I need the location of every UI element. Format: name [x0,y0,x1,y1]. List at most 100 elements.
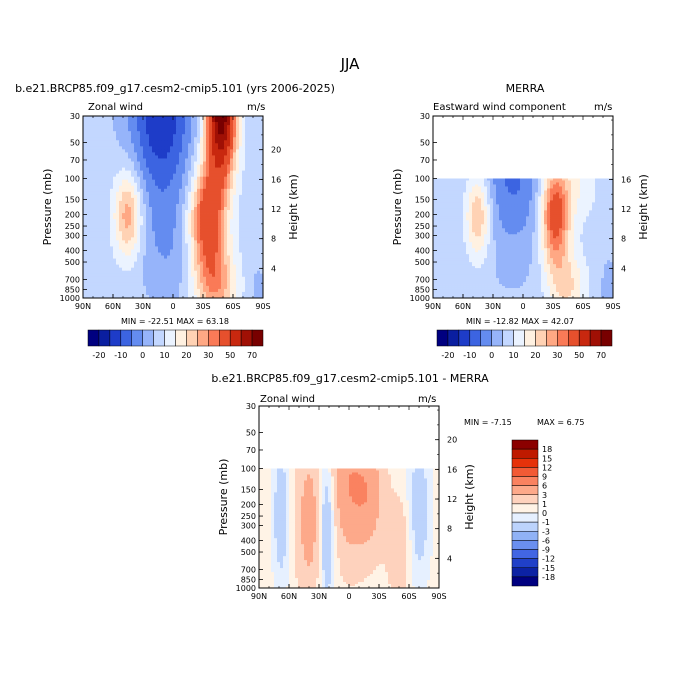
heatmap-cell [257,261,261,266]
heatmap-cell [125,119,129,123]
heatmap-cell [173,176,177,181]
heatmap-cell [194,213,198,217]
heatmap-cell [206,228,210,232]
heatmap-cell [481,190,485,193]
heatmap-cell [116,264,120,269]
heatmap-cell [188,216,192,220]
y-axis-label: Pressure (mb) [41,169,54,246]
heatmap-cell [164,116,168,120]
heatmap-cell [592,200,596,203]
heatmap-cell [233,173,237,178]
heatmap-cell [188,273,192,278]
heatmap-cell [101,264,105,269]
heatmap-cell [170,210,174,214]
heatmap-cell [209,264,213,269]
heatmap-cell [218,167,222,171]
heatmap-cell [230,213,234,217]
heatmap-cell [104,194,108,199]
heatmap-cell [580,204,584,207]
heatmap-cell [176,164,180,168]
heatmap-cell [155,200,159,205]
heatmap-cell [83,200,87,205]
heatmap-cell [107,285,111,290]
heatmap-cell [206,246,210,250]
heatmap-cell [92,134,96,138]
heatmap-cell [230,179,234,184]
heatmap-cell [233,231,237,235]
heatmap-cell [442,212,446,215]
heatmap-cell [155,237,159,241]
heatmap-cell [146,125,150,129]
heatmap-cell [92,128,96,132]
heatmap-cell [101,267,105,272]
heatmap-cell [236,267,240,272]
heatmap-cell [221,131,225,135]
heatmap-cell [565,202,569,205]
heatmap-cell [484,208,488,211]
heatmap-cell [92,285,96,290]
heatmap-cell [188,285,192,290]
heatmap-cell [523,198,527,201]
heatmap-cell [137,240,141,244]
heatmap-cell [523,214,527,217]
heatmap-cell [176,176,180,181]
heatmap-cell [206,167,210,171]
heatmap-cell [568,192,572,195]
heatmap-cell [514,184,518,187]
heatmap-cell [122,216,126,220]
heatmap-cell [541,186,545,189]
heatmap-cell [125,197,129,202]
heatmap-cell [227,285,231,290]
heatmap-cell [134,255,138,259]
heatmap-cell [433,200,437,203]
heatmap-cell [242,176,246,181]
heatmap-cell [469,194,473,197]
heatmap-cell [95,264,99,269]
heatmap-cell [137,143,141,147]
heatmap-cell [188,173,192,178]
heatmap-cell [176,276,180,281]
heatmap-cell [101,197,105,202]
heatmap-cell [535,212,539,215]
heatmap-cell [155,155,159,159]
heatmap-cell [224,158,228,162]
heatmap-cell [206,258,210,262]
heatmap-cell [586,194,590,197]
heatmap-cell [203,161,207,165]
heatmap-cell [107,167,111,171]
heatmap-cell [610,192,614,195]
heatmap-cell [454,208,458,211]
heatmap-cell [83,231,87,235]
heatmap-cell [457,188,461,191]
heatmap-cell [113,291,117,296]
heatmap-cell [457,218,461,221]
heatmap-cell [167,134,171,138]
heatmap-cell [478,178,482,181]
heatmap-cell [158,119,162,123]
heatmap-cell [469,204,473,207]
heatmap-cell [490,210,494,213]
heatmap-cell [182,288,186,293]
heatmap-cell [125,128,129,132]
heatmap-cell [559,188,563,191]
heatmap-cell [86,167,90,171]
heatmap-cell [149,179,153,184]
heatmap-cell [433,188,437,191]
heatmap-cell [86,252,90,256]
heatmap-cell [158,164,162,168]
heatmap-cell [215,179,219,184]
heatmap-cell [113,258,117,262]
heatmap-cell [158,197,162,202]
heatmap-cell [110,128,114,132]
heatmap-cell [454,186,458,189]
heatmap-cell [143,249,147,253]
heatmap-cell [89,155,93,159]
heatmap-cell [125,291,129,296]
heatmap-cell [490,200,494,203]
heatmap-cell [122,134,126,138]
heatmap-cell [529,206,533,209]
heatmap-cell [538,202,542,205]
heatmap-cell [224,258,228,262]
heatmap-cell [254,285,258,290]
heatmap-cell [553,190,557,193]
